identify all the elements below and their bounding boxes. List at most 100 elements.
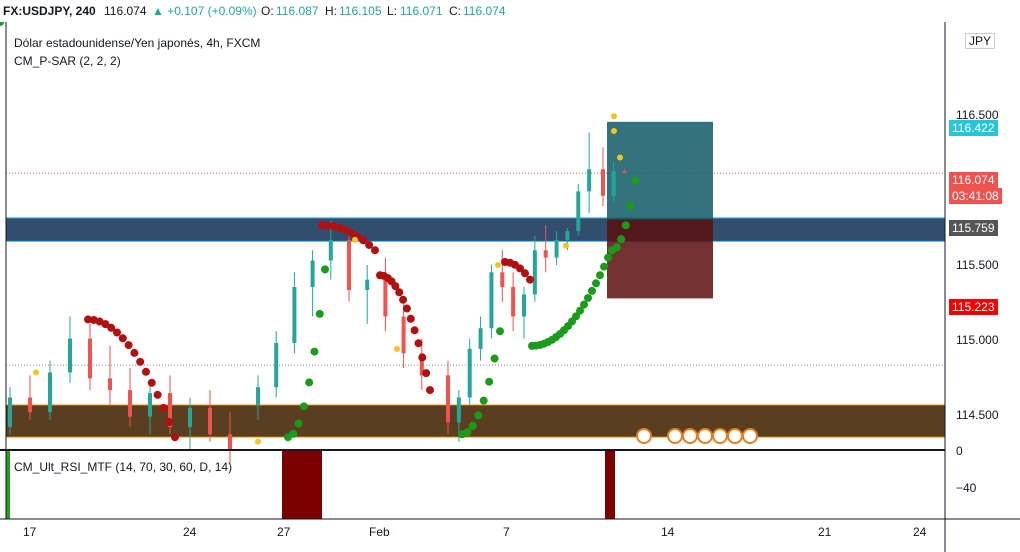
rsi-overbought-bar: [282, 451, 322, 519]
profit-zone: [607, 121, 713, 220]
low-value: 116.071: [400, 4, 443, 18]
jp-flag-icon[interactable]: [712, 428, 728, 444]
jp-flag-icon[interactable]: [697, 428, 713, 444]
candle-body: [328, 239, 333, 261]
us-flag-icon[interactable]: [636, 428, 652, 444]
sar-dot-bullish: [617, 235, 626, 244]
sar-dot-bearish: [171, 433, 179, 442]
x-tick: 7: [503, 525, 510, 539]
sar-dot-bullish: [584, 293, 592, 302]
candle-body: [478, 328, 483, 349]
sar-dot-bullish: [310, 347, 319, 356]
candle-body: [8, 397, 12, 427]
sar-dot-bearish: [147, 378, 156, 387]
rsi-indicator-label[interactable]: CM_Ult_RSI_MTF (14, 70, 30, 60, D, 14): [14, 460, 233, 474]
candle-body: [622, 171, 627, 174]
sar-dot-bullish: [463, 428, 472, 437]
sar-dot-bearish: [399, 295, 408, 304]
x-tick: 24: [913, 525, 927, 539]
sar-dot-bullish: [612, 243, 621, 252]
candle-body: [489, 272, 494, 329]
sar-dot-bullish: [305, 378, 314, 387]
sar-dot-bullish: [468, 421, 477, 430]
sar-signal-dot: [495, 261, 501, 268]
currency-badge[interactable]: JPY: [965, 33, 996, 49]
sar-dot-bearish: [107, 323, 116, 332]
sar-dot-bullish: [631, 177, 639, 186]
sar-signal-dot: [352, 236, 358, 243]
last-price-badge: 116.074: [949, 172, 998, 188]
sar-dot-bullish: [479, 396, 488, 405]
resistance-zone: [5, 217, 946, 242]
candle-body: [256, 387, 260, 405]
sar-dot-bearish: [422, 369, 431, 378]
sar-dot-bullish: [580, 300, 588, 309]
sar-dot-bearish: [323, 221, 332, 230]
sar-dot-bearish: [371, 246, 379, 255]
sar-signal-dot: [394, 345, 400, 352]
rsi-bar: [6, 451, 10, 519]
zones-layer: [5, 172, 946, 438]
sar-signal-dot: [611, 127, 617, 134]
sar-dot-bearish: [414, 339, 423, 348]
candle-body: [500, 272, 505, 288]
candles-layer: [8, 132, 627, 464]
close-value: 116.074: [463, 4, 506, 18]
candle-body: [108, 378, 112, 391]
sar-dot-bullish: [490, 354, 499, 363]
sar-dot-bullish: [294, 419, 303, 428]
sar-dot-bullish: [289, 429, 298, 438]
candle-body: [292, 287, 297, 343]
y-tick: 116.500: [956, 108, 999, 122]
candle-body: [188, 407, 192, 427]
candle-body: [543, 250, 548, 258]
entry-price-badge: 115.759: [949, 220, 998, 236]
sar-dot-bullish: [315, 309, 324, 318]
sar-dot-bearish: [402, 304, 411, 313]
us-flag-icon[interactable]: [667, 428, 683, 444]
sar-dot-bullish: [0, 22, 4, 26]
sar-dot-bearish: [153, 390, 162, 399]
loss-zone: [607, 219, 713, 299]
candle-body: [148, 393, 152, 417]
high-value: 116.105: [339, 4, 382, 18]
rsi-layer: [6, 451, 615, 519]
x-tick: 14: [661, 525, 675, 539]
candle-body: [522, 294, 526, 317]
price-chart[interactable]: [0, 22, 1020, 552]
sar-dot-bearish: [136, 357, 145, 366]
candle-body: [446, 375, 450, 423]
jp-flag-icon[interactable]: [682, 428, 698, 444]
sar-dot-bullish: [621, 221, 630, 230]
sar-dot-bearish: [406, 314, 415, 323]
symbol-label[interactable]: FX:USDJPY, 240: [3, 4, 96, 18]
sar-dot-bearish: [426, 386, 434, 395]
stop-price-badge: 115.223: [949, 299, 998, 315]
us-flag-icon[interactable]: [727, 428, 743, 444]
sar-dot-bullish: [588, 286, 596, 295]
sar-indicator-label[interactable]: CM_P-SAR (2, 2, 2): [14, 54, 121, 68]
position-layer: [607, 121, 713, 299]
chart-area[interactable]: Dólar estadounidense/Yen japonés, 4h, FX…: [0, 22, 1020, 552]
sar-dot-bullish: [626, 201, 635, 210]
candle-body: [565, 231, 570, 240]
low-label: L:: [387, 4, 398, 18]
change-label: ▲ +0.107 (+0.09%): [152, 4, 257, 18]
high-label: H:: [325, 4, 337, 18]
sar-dot-bearish: [130, 348, 139, 357]
y-tick: 115.500: [956, 258, 999, 272]
sar-dot-bullish: [576, 306, 584, 315]
candle-body: [68, 338, 72, 373]
sar-layer: [0, 22, 639, 445]
sar-dot-bearish: [124, 341, 133, 350]
close-label: C:: [449, 4, 461, 18]
countdown-badge: 03:41:08: [949, 188, 1002, 204]
candle-body: [401, 316, 406, 354]
sar-dot-bearish: [395, 288, 404, 297]
sar-signal-dot: [611, 113, 617, 120]
sar-dot-bearish: [165, 418, 174, 427]
us-flag-icon[interactable]: [742, 428, 758, 444]
x-tick: Feb: [369, 525, 390, 539]
sar-dot-bullish: [592, 279, 600, 288]
sar-dot-bearish: [365, 240, 374, 249]
